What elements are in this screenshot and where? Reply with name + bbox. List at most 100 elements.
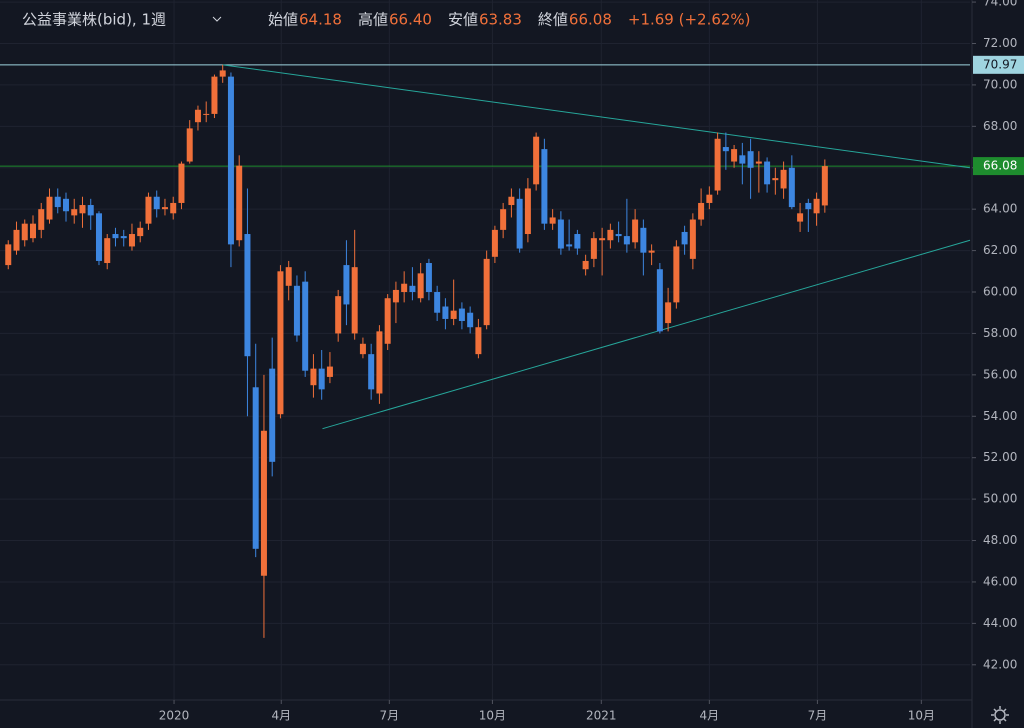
- y-tick-label: 70.00: [983, 77, 1017, 91]
- candle-body: [29, 223, 36, 239]
- candle-body: [128, 234, 135, 247]
- candle-body: [13, 229, 20, 251]
- y-tick-label: 44.00: [983, 616, 1017, 630]
- candle-body: [788, 167, 795, 208]
- candle-body: [599, 238, 606, 241]
- x-tick-label: 4月: [271, 709, 291, 723]
- candle-body: [467, 312, 474, 328]
- candle-body: [590, 238, 597, 259]
- candle-body: [120, 236, 127, 239]
- candle-body: [137, 227, 144, 237]
- trendline: [222, 64, 971, 169]
- candle-body: [95, 213, 102, 261]
- x-tick-label: 7月: [808, 709, 828, 723]
- candle-body: [112, 234, 119, 239]
- candle-body: [71, 209, 78, 216]
- candle-body: [54, 196, 61, 208]
- candle-body: [557, 219, 564, 249]
- candle-body: [244, 234, 251, 357]
- candle-body: [46, 196, 53, 220]
- y-tick-label: 50.00: [983, 492, 1017, 506]
- candle-body: [87, 205, 94, 216]
- candle-body: [755, 161, 762, 164]
- candle-body: [211, 76, 218, 114]
- candle-body: [665, 302, 672, 324]
- candle-body: [549, 217, 556, 224]
- chart-title: 公益事業株(bid), 1週: [22, 11, 166, 29]
- x-tick-label: 10月: [908, 709, 935, 723]
- candle-body: [153, 196, 160, 210]
- candle-body: [739, 155, 746, 164]
- candle-body: [491, 229, 498, 257]
- ohlc-value: 66.08: [569, 11, 612, 29]
- candle-body: [310, 368, 317, 386]
- candle-body: [533, 136, 540, 185]
- candle-body: [227, 76, 234, 245]
- candle-body: [623, 236, 630, 245]
- candle-body: [269, 368, 276, 462]
- x-tick-label: 2021: [586, 709, 617, 723]
- y-tick-label: 62.00: [983, 243, 1017, 257]
- candle-body: [632, 219, 639, 243]
- candle-body: [343, 265, 350, 305]
- ohlc-value: 64.18: [299, 11, 342, 29]
- candle-body: [5, 244, 12, 266]
- candle-body: [516, 198, 523, 249]
- candle-body: [351, 267, 358, 334]
- candle-body: [145, 196, 152, 224]
- candle-body: [38, 209, 45, 230]
- y-tick-label: 64.00: [983, 202, 1017, 216]
- change-value: +1.69 (+2.62%): [628, 11, 751, 29]
- dropdown-chevron[interactable]: [212, 16, 222, 22]
- candle-body: [648, 250, 655, 253]
- candle-body: [458, 308, 465, 322]
- y-tick-label: 58.00: [983, 326, 1017, 340]
- y-tick-label: 42.00: [983, 657, 1017, 671]
- candle-body: [409, 285, 416, 293]
- candle-body: [442, 306, 449, 319]
- candle-body: [21, 223, 28, 241]
- candle-body: [772, 178, 779, 181]
- candle-body: [524, 188, 531, 235]
- candle-body: [186, 128, 193, 162]
- ohlc-value: 63.83: [479, 11, 522, 29]
- candle-body: [293, 285, 300, 336]
- candle-body: [260, 430, 267, 576]
- candle-body: [161, 207, 168, 210]
- candle-body: [401, 283, 408, 293]
- candle-body: [805, 202, 812, 210]
- candle-body: [104, 238, 111, 264]
- candle-body: [780, 169, 787, 189]
- price-label-box: [973, 157, 1024, 176]
- candle-body: [392, 289, 399, 303]
- x-tick-label: 7月: [379, 709, 399, 723]
- ohlc-label: 始値: [268, 11, 298, 29]
- ohlc-label: 終値: [538, 11, 568, 29]
- x-tick-label: 4月: [700, 709, 720, 723]
- candle-body: [615, 234, 622, 237]
- settings-icon[interactable]: [991, 706, 1009, 724]
- y-tick-label: 46.00: [983, 574, 1017, 588]
- price-label: 66.08: [983, 159, 1017, 173]
- candle-body: [285, 267, 292, 286]
- candle-body: [574, 234, 581, 249]
- trendline: [322, 239, 971, 430]
- candle-body: [219, 70, 226, 77]
- candle-body: [722, 147, 729, 152]
- candle-body: [821, 166, 828, 206]
- candle-body: [318, 368, 325, 390]
- y-tick-label: 74.00: [983, 0, 1017, 9]
- candle-body: [203, 113, 210, 115]
- y-tick-label: 56.00: [983, 367, 1017, 381]
- ohlc-label: 安値: [448, 11, 478, 29]
- ohlc-value: 66.40: [389, 11, 432, 29]
- candle-body: [79, 205, 86, 214]
- candle-body: [566, 244, 573, 247]
- candle-body: [359, 343, 366, 355]
- candle-body: [607, 229, 614, 241]
- candle-body: [335, 296, 342, 334]
- candle-body: [450, 310, 457, 319]
- candle-body: [376, 331, 383, 394]
